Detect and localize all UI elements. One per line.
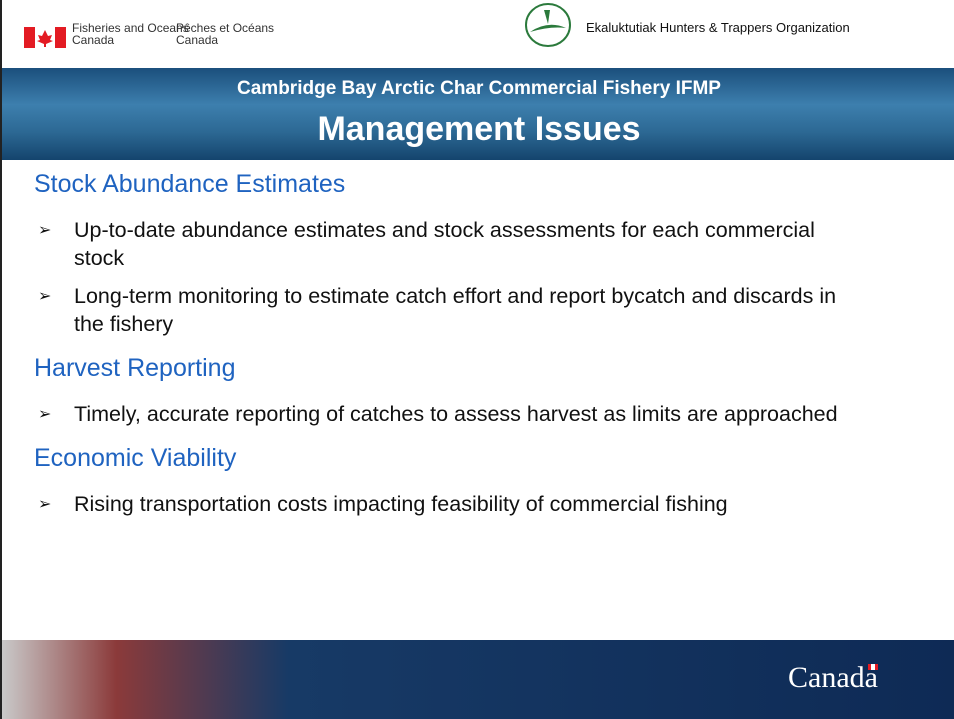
bullet-text: Rising transportation costs impacting fe… — [74, 492, 728, 516]
section-heading: Harvest Reporting — [34, 354, 236, 382]
bullet-text: Timely, accurate reporting of catches to… — [74, 402, 838, 426]
bullet-arrow: ➢ — [38, 222, 52, 239]
bullet-arrow: ➢ — [38, 288, 52, 305]
flag-icon — [24, 27, 66, 48]
bullet-arrow: ➢ — [38, 406, 52, 423]
wordmark-flag — [868, 664, 878, 670]
section-heading: Economic Viability — [34, 444, 237, 472]
subtitle: Cambridge Bay Arctic Char Commercial Fis… — [237, 78, 721, 99]
department-fr: Pêches et Océans Canada — [176, 21, 275, 47]
wordmark: Canada — [788, 661, 878, 694]
department-en: Fisheries and Oceans Canada — [72, 21, 189, 47]
bullet-text: Long-term monitoring to estimate catch e… — [74, 284, 837, 336]
bullet-text: Up-to-date abundance estimates and stock… — [74, 218, 815, 270]
title: Management Issues — [317, 110, 641, 148]
footer — [2, 640, 954, 719]
organization: Ekaluktutiak Hunters & Trappers Organiza… — [586, 20, 850, 35]
section-heading: Stock Abundance Estimates — [34, 170, 346, 198]
org-logo — [525, 3, 571, 47]
banner — [2, 68, 954, 160]
bullet-arrow: ➢ — [38, 496, 52, 513]
